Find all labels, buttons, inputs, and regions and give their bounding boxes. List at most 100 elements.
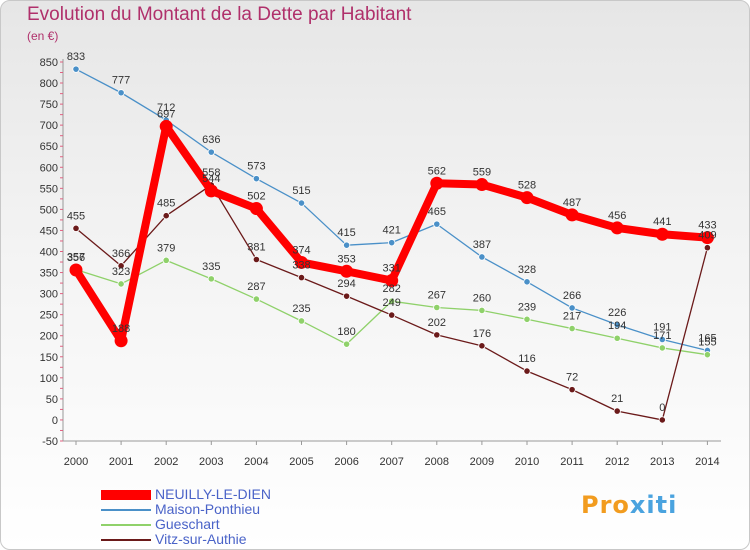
x-tick-label: 2005: [289, 456, 313, 468]
data-label: 235: [292, 303, 310, 315]
data-label: 421: [383, 225, 401, 237]
data-label: 331: [383, 263, 401, 275]
data-label: 559: [473, 167, 491, 179]
x-tick-label: 2002: [154, 456, 178, 468]
logo-part-2: xiti: [629, 491, 678, 519]
y-tick-label: 50: [46, 394, 58, 406]
legend-label: Maison-Ponthieu: [155, 501, 261, 517]
data-label: 202: [428, 317, 446, 329]
data-label: 176: [473, 328, 491, 340]
data-point: [475, 178, 489, 192]
legend-label: Vitz-sur-Authie: [155, 531, 247, 547]
data-label: 171: [653, 330, 671, 342]
data-point: [114, 334, 128, 348]
data-point: [610, 221, 624, 235]
data-label: 544: [202, 173, 220, 185]
data-point: [388, 311, 396, 319]
data-point: [433, 220, 441, 228]
data-label: 239: [518, 301, 536, 313]
data-label: 562: [428, 165, 446, 177]
x-tick-label: 2001: [109, 456, 133, 468]
data-label: 387: [473, 239, 491, 251]
y-tick-label: 350: [40, 268, 58, 280]
x-tick-label: 2006: [334, 456, 358, 468]
data-point: [703, 351, 712, 359]
data-point: [117, 89, 125, 97]
data-point: [388, 239, 396, 247]
data-point: [117, 280, 125, 288]
y-tick-label: 150: [40, 352, 58, 364]
x-tick-label: 2003: [199, 456, 223, 468]
chart-axes: -50 0 50 100 150 200 250 300 350 400 450 500 550 600 6…: [40, 57, 721, 468]
chart-unit-label: (en €): [27, 29, 59, 43]
data-point: [342, 340, 351, 348]
series-gueschart: [72, 256, 712, 359]
data-label: 515: [292, 185, 310, 197]
data-point: [523, 367, 531, 375]
y-tick-label: 700: [40, 120, 58, 132]
legend-swatch: [101, 539, 151, 541]
data-point: [655, 227, 669, 241]
data-label: 328: [518, 264, 536, 276]
data-point: [207, 148, 215, 156]
y-tick-label: 250: [40, 310, 58, 322]
y-tick-label: 850: [40, 57, 58, 69]
data-label: 287: [247, 281, 265, 293]
x-tick-label: 2014: [695, 456, 719, 468]
data-label: 409: [698, 230, 716, 242]
x-tick-label: 2012: [605, 456, 629, 468]
data-point: [658, 344, 666, 352]
data-point: [565, 208, 579, 222]
y-tick-label: 400: [40, 247, 58, 259]
y-tick-label: 300: [40, 289, 58, 301]
data-label: 0: [659, 402, 665, 414]
series-vitz-sur-authie: [72, 181, 712, 424]
data-label: 487: [563, 197, 581, 209]
data-point: [252, 175, 260, 183]
data-label: 433: [698, 220, 716, 232]
y-tick-label: 650: [40, 141, 58, 153]
data-point: [658, 416, 666, 424]
data-label: 777: [112, 75, 130, 87]
data-point: [297, 317, 306, 325]
data-label: 356: [67, 252, 85, 264]
x-tick-label: 2007: [379, 456, 403, 468]
data-label: 260: [473, 292, 491, 304]
data-point: [72, 65, 80, 73]
y-tick-label: 550: [40, 183, 58, 195]
x-tick-label: 2011: [560, 456, 584, 468]
data-point: [252, 255, 260, 264]
data-label: 226: [608, 307, 626, 319]
data-point: [72, 224, 80, 232]
data-point: [204, 184, 218, 198]
data-point: [700, 231, 714, 245]
series-neuilly-le-dien: [69, 119, 714, 348]
data-label: 194: [608, 320, 626, 332]
data-label: 465: [428, 206, 446, 218]
y-tick-label: 800: [40, 78, 58, 90]
x-tick-label: 2000: [64, 456, 88, 468]
data-label: 180: [337, 326, 355, 338]
series-layer: [69, 65, 714, 424]
data-label: 21: [611, 393, 623, 405]
data-point: [388, 297, 396, 305]
data-point: [295, 255, 308, 269]
data-label: 116: [518, 353, 536, 365]
data-label: 366: [112, 248, 130, 260]
data-label: 455: [67, 210, 85, 222]
data-label: 558: [202, 167, 220, 179]
data-point: [159, 119, 173, 133]
data-label: 357: [67, 252, 85, 264]
x-tick-label: 2004: [244, 456, 268, 468]
data-label: 712: [157, 102, 175, 114]
x-tick-label: 2013: [650, 456, 674, 468]
data-label: 636: [202, 134, 220, 146]
data-label: 217: [563, 311, 581, 323]
data-point: [162, 256, 170, 264]
data-label: 456: [608, 210, 626, 222]
data-point: [297, 274, 306, 282]
y-tick-label: -50: [42, 436, 58, 448]
data-label: 266: [563, 290, 581, 302]
x-tick-label: 2010: [515, 456, 539, 468]
